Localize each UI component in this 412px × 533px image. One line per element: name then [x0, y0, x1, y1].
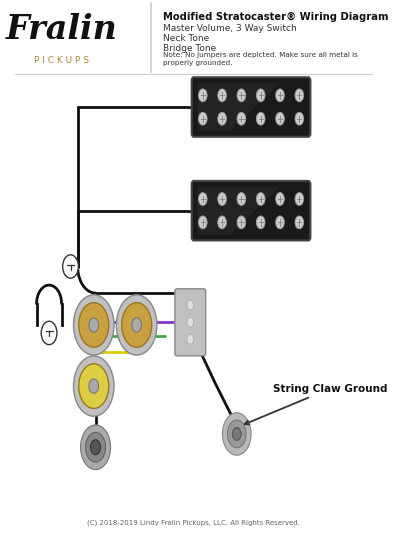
Circle shape [227, 420, 246, 448]
Circle shape [117, 295, 157, 355]
Circle shape [276, 89, 284, 102]
Circle shape [199, 89, 207, 102]
FancyBboxPatch shape [175, 289, 206, 356]
Circle shape [276, 192, 284, 205]
Text: Neck Tone: Neck Tone [164, 34, 210, 43]
Circle shape [89, 379, 98, 393]
FancyBboxPatch shape [193, 190, 203, 231]
Circle shape [218, 192, 226, 205]
Circle shape [237, 216, 246, 229]
Circle shape [132, 318, 141, 332]
Circle shape [199, 112, 207, 125]
Text: String Claw Ground: String Claw Ground [245, 384, 387, 424]
FancyBboxPatch shape [299, 86, 309, 128]
Text: Master Volume, 3 Way Switch: Master Volume, 3 Way Switch [164, 24, 297, 33]
Text: (C) 2018-2019 Lindy Fralin Pickups, LLC. All Rights Reserved.: (C) 2018-2019 Lindy Fralin Pickups, LLC.… [87, 520, 300, 526]
Circle shape [73, 356, 114, 416]
Circle shape [79, 364, 109, 408]
Text: P I C K U P S: P I C K U P S [34, 56, 89, 65]
Circle shape [276, 216, 284, 229]
Text: Note: No jumpers are depicted. Make sure all metal is
properly grounded.: Note: No jumpers are depicted. Make sure… [164, 52, 358, 66]
Circle shape [256, 216, 265, 229]
Circle shape [222, 413, 251, 455]
Circle shape [187, 335, 194, 344]
Circle shape [63, 255, 78, 278]
Circle shape [187, 301, 194, 310]
Circle shape [79, 303, 109, 348]
Circle shape [295, 192, 304, 205]
Circle shape [91, 440, 101, 455]
Circle shape [256, 112, 265, 125]
Circle shape [41, 321, 57, 345]
Circle shape [86, 432, 105, 462]
Circle shape [199, 192, 207, 205]
Circle shape [256, 89, 265, 102]
Circle shape [237, 192, 246, 205]
FancyBboxPatch shape [192, 181, 310, 240]
Circle shape [199, 216, 207, 229]
FancyBboxPatch shape [193, 86, 203, 128]
Text: Fralin: Fralin [6, 13, 117, 46]
FancyBboxPatch shape [192, 77, 310, 137]
Circle shape [218, 89, 226, 102]
Circle shape [80, 425, 110, 470]
Polygon shape [197, 83, 280, 131]
Circle shape [276, 112, 284, 125]
Circle shape [122, 303, 152, 348]
Text: Bridge Tone: Bridge Tone [164, 44, 217, 53]
Circle shape [256, 192, 265, 205]
Circle shape [89, 318, 98, 332]
Text: Modified Stratocaster® Wiring Diagram: Modified Stratocaster® Wiring Diagram [164, 12, 389, 22]
Circle shape [218, 216, 226, 229]
Circle shape [237, 89, 246, 102]
FancyBboxPatch shape [299, 190, 309, 231]
Circle shape [295, 216, 304, 229]
Circle shape [295, 89, 304, 102]
Circle shape [237, 112, 246, 125]
Circle shape [187, 318, 194, 327]
Circle shape [73, 295, 114, 355]
Circle shape [232, 427, 241, 440]
Circle shape [218, 112, 226, 125]
Circle shape [295, 112, 304, 125]
Polygon shape [197, 187, 280, 235]
